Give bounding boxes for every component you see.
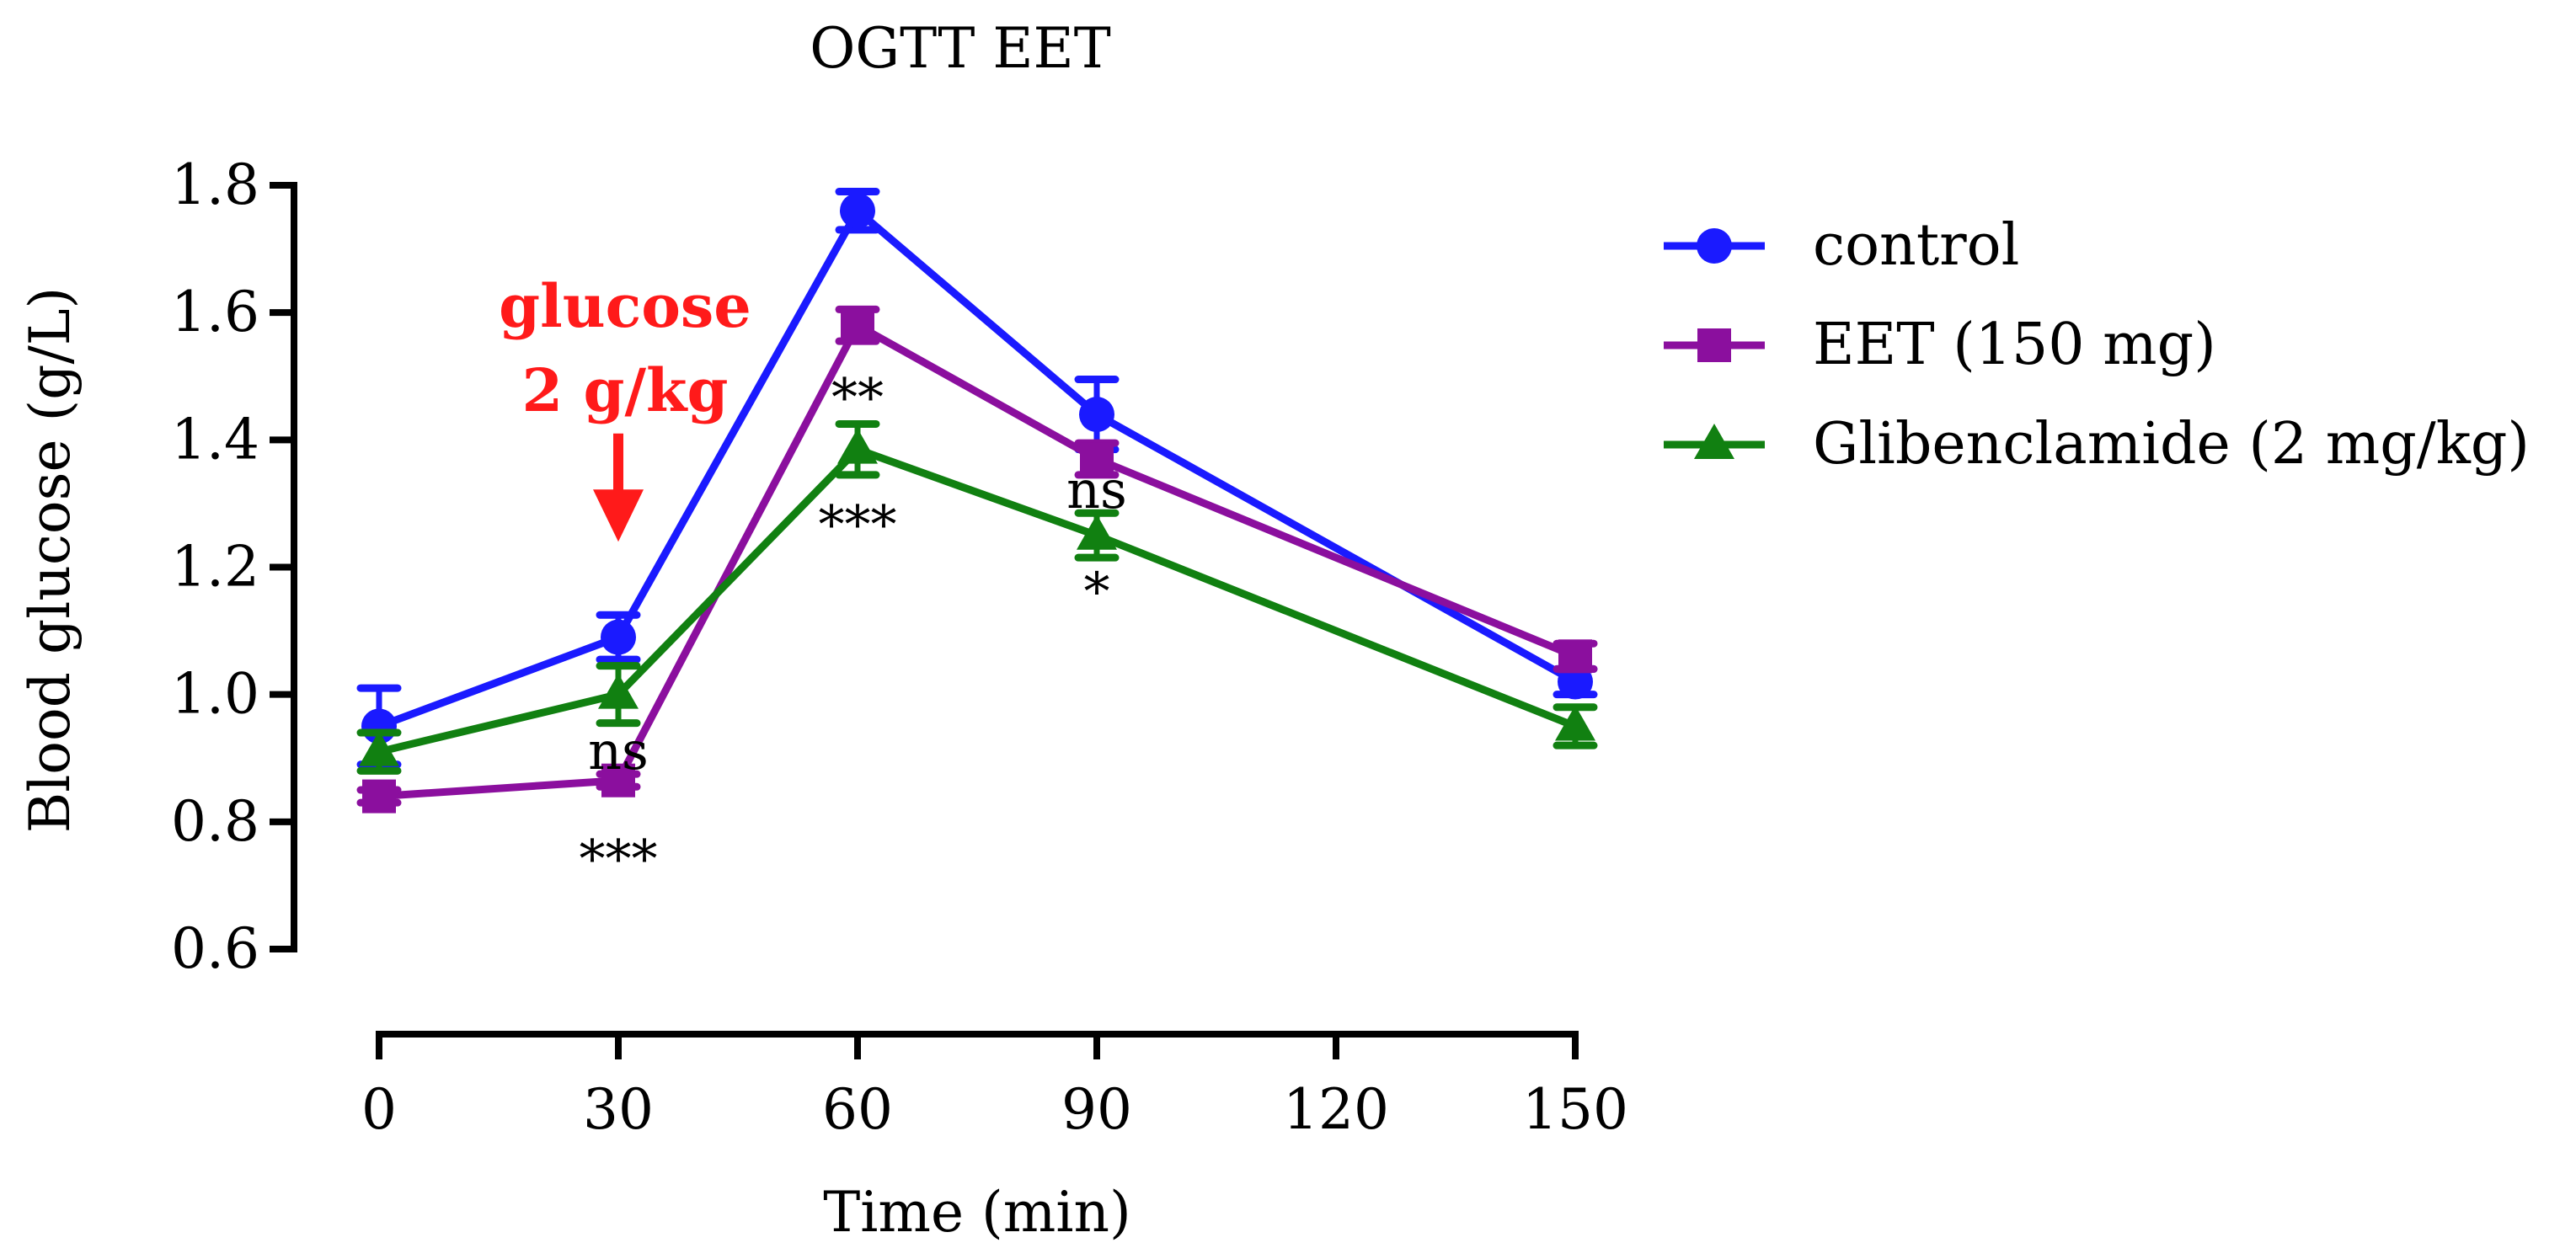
data-point [601,763,635,798]
data-point [1077,514,1117,550]
data-point [1080,442,1114,477]
data-point [601,619,636,655]
data-point [840,193,875,229]
legend: control EET (150 mg) Glibenclamide (2 mg/k… [1664,212,2530,477]
y-axis-label: Blood glucose (g/L) [18,287,83,834]
x-axis-label: Time (min) [823,1180,1130,1245]
x-tick-label: 0 [361,1077,397,1142]
data-series [356,188,1598,814]
legend-marker [1697,328,1731,362]
y-tick-label: 1.6 [171,280,259,344]
data-point [837,428,878,464]
legend-label: EET (150 mg) [1813,312,2216,378]
series-glibenclamide-2-mg-kg [356,419,1598,775]
x-tick-label: 60 [822,1077,893,1142]
x-tick-label: 30 [583,1077,654,1142]
significance-labels: ***ns*****ns* [580,366,1127,889]
data-point [1079,397,1114,433]
data-point [598,673,639,709]
series-line [377,445,1577,756]
significance-label: *** [580,828,658,889]
y-tick-label: 1.2 [171,535,259,600]
series-eet-150-mg [356,305,1598,814]
data-point [1555,705,1595,741]
significance-label: ns [1066,459,1127,520]
glucose-annotation: glucose 2 g/kg [499,271,751,542]
x-tick-label: 90 [1061,1077,1132,1142]
chart-title: OGTT EET [810,16,1110,81]
significance-label: * [1084,561,1110,622]
annotation-text: glucose [499,271,751,341]
data-point [1558,639,1592,674]
x-tick-label: 120 [1283,1077,1389,1142]
y-tick-label: 0.6 [171,916,259,981]
y-tick-label: 1.0 [171,662,259,727]
annotation-arrow-head [593,489,644,542]
data-point [841,308,874,343]
legend-marker [1694,424,1734,459]
significance-label: ns [588,720,649,782]
legend-label: Glibenclamide (2 mg/kg) [1813,411,2530,477]
axes: 0.6 0.8 1.0 1.2 1.4 1.6 1.8 0 30 60 90 120 150 [171,152,1628,1142]
y-tick-label: 0.8 [171,789,259,854]
data-point [359,730,399,766]
series-control [356,188,1598,769]
y-tick-label: 1.4 [171,407,259,472]
significance-label: *** [819,494,897,556]
annotation-text: 2 g/kg [521,355,728,425]
significance-label: ** [831,366,884,428]
x-tick-label: 150 [1522,1077,1628,1142]
legend-label: control [1813,212,2019,279]
data-point [362,779,396,814]
y-tick-label: 1.8 [171,152,259,217]
legend-marker [1697,228,1732,264]
